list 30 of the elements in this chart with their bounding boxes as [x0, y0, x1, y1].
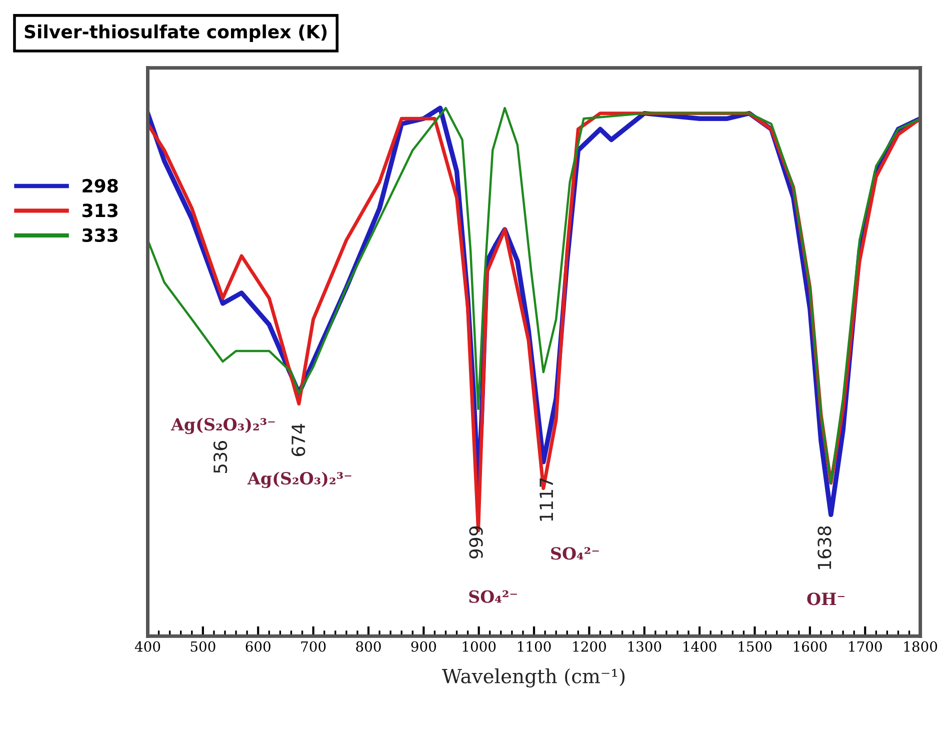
x-tick-label: 1000: [462, 641, 496, 652]
legend-label: 298: [82, 178, 118, 193]
x-tick-label: 400: [134, 641, 160, 652]
annotation: 999: [469, 526, 483, 558]
x-tick-label: 1200: [573, 641, 606, 652]
x-tick-label: 500: [190, 641, 216, 652]
annotation: 1638: [818, 526, 832, 570]
x-tick-label: 700: [301, 641, 326, 652]
x-tick-label: 1700: [849, 641, 882, 652]
x-axis-title: Wavelength (cm⁻¹): [442, 668, 625, 688]
x-tick-label: 1600: [794, 641, 827, 652]
annotation: Ag(S₂O₃)₂³⁻: [170, 418, 275, 434]
annotation: 1117: [540, 478, 553, 521]
annotation: Ag(S₂O₃)₂³⁻: [247, 472, 352, 488]
x-tick-label: 1100: [518, 641, 551, 652]
chart-title: Silver-thiosulfate complex (K): [24, 24, 327, 42]
x-tick-label: 1800: [904, 641, 938, 652]
annotation: 674: [292, 424, 306, 456]
annotation: SO₄²⁻: [469, 590, 517, 603]
annotation: 536: [213, 441, 228, 473]
x-tick-label: 1400: [684, 641, 716, 652]
x-tick-label: 1300: [628, 641, 662, 652]
annotation: OH⁻: [807, 592, 844, 606]
x-tick-label: 800: [356, 641, 381, 652]
annotation: SO₄²⁻: [551, 547, 599, 560]
legend-label: 333: [82, 228, 118, 242]
x-tick-label: 600: [246, 641, 270, 652]
legend-label: 313: [82, 204, 118, 218]
x-tick-label: 1500: [738, 641, 772, 652]
x-tick-label: 900: [411, 641, 436, 652]
